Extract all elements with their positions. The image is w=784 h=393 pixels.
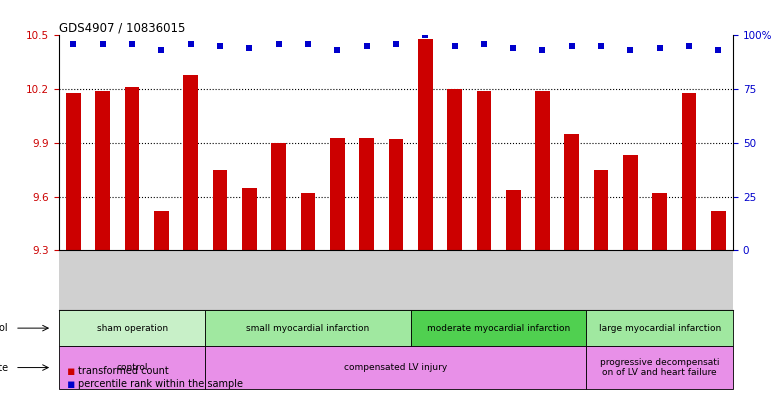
Text: ▪: ▪ xyxy=(67,365,75,378)
Text: protocol: protocol xyxy=(0,323,8,333)
Point xyxy=(125,41,138,47)
Bar xyxy=(586,346,733,389)
Bar xyxy=(564,134,579,250)
Text: GDS4907 / 10836015: GDS4907 / 10836015 xyxy=(59,21,185,34)
Bar xyxy=(66,93,81,250)
Bar xyxy=(593,170,608,250)
Point xyxy=(331,47,343,53)
Bar xyxy=(682,93,696,250)
Point xyxy=(712,47,724,53)
Text: compensated LV injury: compensated LV injury xyxy=(344,363,448,372)
Bar xyxy=(59,346,205,389)
Point xyxy=(155,47,168,53)
Point xyxy=(214,43,227,49)
Text: moderate myocardial infarction: moderate myocardial infarction xyxy=(427,323,570,332)
Bar xyxy=(389,140,403,250)
Point xyxy=(361,43,373,49)
Bar xyxy=(300,193,315,250)
Bar xyxy=(586,310,733,346)
Point xyxy=(536,47,549,53)
Text: disease state: disease state xyxy=(0,363,8,373)
Bar xyxy=(125,87,140,250)
Point xyxy=(624,47,637,53)
Bar xyxy=(506,189,521,250)
Bar xyxy=(242,188,256,250)
Bar xyxy=(411,310,586,346)
Bar xyxy=(183,75,198,250)
Point xyxy=(683,43,695,49)
Point xyxy=(595,43,608,49)
Point xyxy=(302,41,314,47)
Text: ▪: ▪ xyxy=(67,378,75,391)
Text: transformed count: transformed count xyxy=(78,366,169,376)
Point xyxy=(565,43,578,49)
Bar xyxy=(535,91,550,250)
Text: percentile rank within the sample: percentile rank within the sample xyxy=(78,379,243,389)
Bar xyxy=(154,211,169,250)
Text: large myocardial infarction: large myocardial infarction xyxy=(599,323,720,332)
Point xyxy=(477,41,490,47)
Point xyxy=(390,41,402,47)
Bar xyxy=(652,193,667,250)
Bar xyxy=(205,346,586,389)
Point xyxy=(67,41,80,47)
Bar xyxy=(418,39,433,250)
Point xyxy=(272,41,285,47)
Bar xyxy=(212,170,227,250)
Point xyxy=(654,45,666,51)
Point xyxy=(507,45,520,51)
Bar xyxy=(205,310,411,346)
Text: sham operation: sham operation xyxy=(96,323,168,332)
Text: small myocardial infarction: small myocardial infarction xyxy=(246,323,369,332)
Point xyxy=(243,45,256,51)
Bar xyxy=(96,91,110,250)
Point xyxy=(96,41,109,47)
Bar xyxy=(447,89,462,250)
Bar xyxy=(477,91,492,250)
Bar xyxy=(711,211,726,250)
Text: control: control xyxy=(116,363,148,372)
Point xyxy=(448,43,461,49)
Bar xyxy=(359,138,374,250)
Point xyxy=(419,32,431,39)
Text: progressive decompensati
on of LV and heart failure: progressive decompensati on of LV and he… xyxy=(600,358,720,377)
Bar xyxy=(271,143,286,250)
Point xyxy=(184,41,197,47)
Bar xyxy=(59,310,205,346)
Bar xyxy=(330,138,345,250)
Bar xyxy=(623,156,637,250)
